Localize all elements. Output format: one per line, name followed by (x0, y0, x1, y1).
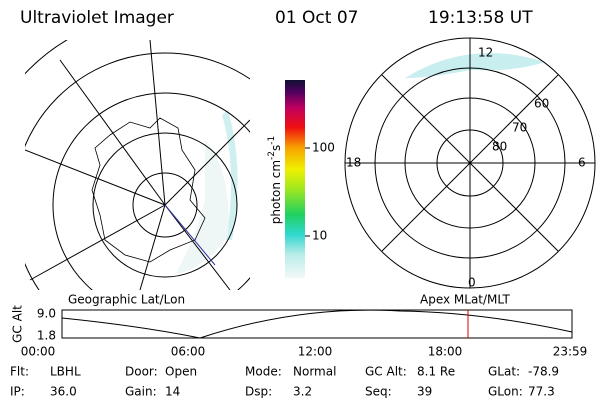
status-value: 39 (417, 385, 432, 399)
orbit-title: Geographic Lat/Lon (68, 293, 185, 307)
mlt-label: 0 (468, 276, 476, 290)
status-label: Mode: (245, 365, 282, 379)
status-value: Normal (293, 365, 336, 379)
lat-label: 60 (534, 97, 549, 111)
status-label: GC Alt: (365, 365, 407, 379)
x-tick-label: 00:00 (21, 345, 56, 359)
title: Ultraviolet Imager (20, 8, 174, 28)
y-tick-label: 1.8 (37, 329, 56, 343)
orbit-frame (61, 309, 573, 339)
status-label: Flt: (10, 365, 29, 379)
mlt-label: 12 (478, 46, 493, 60)
status-value: 8.1 Re (417, 365, 455, 379)
status-value: 3.2 (293, 385, 312, 399)
y-label: GC Alt (11, 305, 25, 343)
status-label: Door: (125, 365, 158, 379)
status-label: IP: (10, 385, 25, 399)
geo-map (25, 40, 250, 290)
lat-label: 70 (512, 121, 527, 135)
polar-plot (344, 37, 596, 289)
status-label: Dsp: (245, 385, 272, 399)
unit: s (269, 145, 283, 151)
x-ticks: 00:00 06:00 12:00 18:00 23:59 (21, 345, 588, 359)
colorbar-tick-label: 10 (312, 229, 327, 243)
exp: -1 (267, 136, 277, 145)
lat-label: 80 (492, 140, 507, 154)
status-label: GLat: (488, 365, 520, 379)
status-value: 77.3 (528, 385, 555, 399)
status-label: Gain: (125, 385, 157, 399)
exp: -2 (267, 151, 277, 160)
orbit-curve (61, 309, 573, 339)
x-tick-label: 06:00 (171, 345, 206, 359)
status-value: Open (165, 365, 197, 379)
status-value: -78.9 (528, 365, 559, 379)
date: 01 Oct 07 (275, 8, 358, 28)
status-value: 36.0 (50, 385, 77, 399)
x-tick-label: 18:00 (428, 345, 463, 359)
unit: photon cm (269, 160, 283, 224)
colorbar (285, 80, 305, 278)
colorbar-tick-label: 100 (312, 141, 335, 155)
status-label: GLon: (488, 385, 523, 399)
mlt-label: 18 (346, 156, 361, 170)
colorbar-label: photon cm-2s-1 (267, 136, 283, 225)
x-tick-label: 23:59 (553, 345, 588, 359)
y-tick-label: 9.0 (37, 307, 56, 321)
x-tick-label: 12:00 (298, 345, 333, 359)
orbit-title: Apex MLat/MLT (420, 293, 510, 307)
status-value: 14 (165, 385, 180, 399)
mlt-label: 6 (578, 156, 586, 170)
status-value: LBHL (50, 365, 81, 379)
status-label: Seq: (365, 385, 392, 399)
time: 19:13:58 UT (428, 8, 533, 28)
status: Flt: LBHL Door: Open Mode: Normal GC Alt: 8.1 R… (10, 365, 559, 399)
